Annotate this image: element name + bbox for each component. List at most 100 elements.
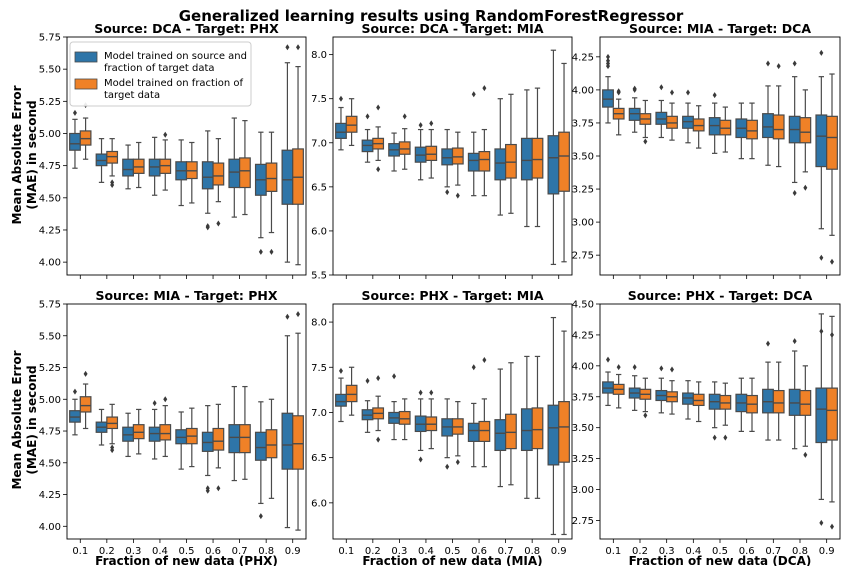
y-tick-label: 4.75 [39, 161, 61, 172]
y-tick-label: 5.50 [39, 65, 61, 76]
box-source-target-0.2 [361, 113, 374, 163]
outlier-point [482, 357, 487, 364]
outlier-point [83, 370, 88, 377]
outlier-point [803, 451, 808, 458]
box-target-only-0.4 [425, 120, 438, 179]
outlier-point [110, 179, 115, 186]
outlier-point [632, 85, 637, 92]
y-tick-label: 5.5 [311, 271, 327, 282]
y-tick-label: 3.50 [572, 152, 594, 163]
y-tick-label: 7.5 [311, 94, 327, 105]
outlier-point [819, 519, 824, 526]
x-tick-label: 0.4 [152, 546, 168, 557]
box-source-target-0.3 [388, 132, 400, 172]
outlier-point [766, 60, 770, 67]
panel-title: Source: PHX - Target: DCA [628, 288, 813, 303]
box-body [441, 148, 454, 166]
box-target-only-0.3 [398, 398, 411, 441]
y-tick-label: 4.25 [39, 225, 61, 236]
panel-title: Source: MIA - Target: PHX [95, 288, 277, 303]
panel-title: Source: DCA - Target: PHX [94, 21, 279, 36]
outlier-point [819, 254, 824, 261]
outlier-point [205, 485, 210, 492]
box-target-only-0.6 [478, 85, 491, 197]
box-target-only-0.3 [132, 408, 145, 455]
x-axis-label: Fraction of new data (MIA) [362, 554, 542, 566]
y-tick-label: 4.50 [39, 193, 61, 204]
outlier-point [296, 44, 301, 51]
box-source-target-0.9 [281, 44, 294, 263]
box-source-target-0.9 [281, 313, 294, 529]
outlier-point [792, 190, 797, 197]
box-source-target-0.5 [175, 139, 188, 207]
y-axis-label-top: Mean Absolute Error (MAE) in second [10, 85, 39, 224]
box-target-only-0.2 [106, 403, 119, 454]
box-target-only-0.2 [106, 138, 119, 188]
outlier-point [376, 375, 381, 382]
box-body [345, 384, 358, 403]
box-target-only-0.1 [612, 364, 625, 409]
panel-2: Source: DCA - Target: MIA 8.0 7.5 7.0 6.5 6.0… [311, 21, 573, 282]
box-source-target-0.8 [520, 355, 533, 499]
outlier-point [163, 396, 168, 403]
box-body [281, 149, 294, 205]
box-body [281, 412, 294, 470]
box-target-only-0.2 [639, 377, 652, 419]
y-tick-label: 4.25 [572, 330, 594, 341]
box-source-target-0.8 [254, 131, 267, 255]
y-axis-label-top-line2: (MAE) in second [25, 100, 39, 209]
outlier-point [830, 523, 834, 530]
box-body [239, 424, 251, 454]
box-target-only-0.4 [692, 381, 705, 423]
box-target-only-0.6 [746, 377, 758, 432]
y-tick-label: 5.00 [39, 129, 61, 140]
x-tick-label: 0.7 [498, 546, 514, 557]
box-target-only-0.1 [345, 98, 358, 147]
box-source-target-0.1 [335, 367, 347, 423]
outlier-point [163, 131, 168, 138]
box-target-only-0.5 [719, 106, 732, 153]
box-source-target-0.7 [494, 98, 507, 216]
box-body [815, 387, 828, 444]
panel-frame [332, 36, 573, 276]
y-tick-label: 6.5 [311, 182, 327, 193]
box-target-only-0.3 [666, 89, 678, 141]
box-target-only-0.6 [478, 357, 491, 468]
box-target-only-0.8 [531, 355, 544, 499]
box-source-target-0.9 [815, 313, 828, 526]
panel-frame [66, 303, 307, 540]
box-body [746, 119, 758, 140]
box-source-target-0.9 [547, 316, 560, 536]
box-body [239, 157, 251, 189]
y-tick-label: 3.25 [572, 454, 594, 465]
y-tick-label: 4.00 [572, 85, 594, 96]
x-tick-label: 0.1 [605, 546, 621, 557]
box-source-target-0.8 [788, 338, 801, 450]
box-source-target-0.2 [628, 364, 641, 411]
y-axis-label-top-line1: Mean Absolute Error [10, 85, 24, 224]
box-target-only-0.5 [185, 141, 198, 204]
x-tick-label: 0.6 [471, 546, 487, 557]
x-axis-label: Fraction of new data (DCA) [629, 554, 812, 566]
box-source-target-0.3 [655, 84, 668, 139]
outlier-point [418, 389, 423, 396]
y-tick-label: 4.00 [39, 522, 61, 533]
box-body [398, 410, 411, 425]
box-body [228, 158, 241, 189]
box-body [79, 396, 92, 413]
box-target-only-0.4 [425, 389, 438, 450]
outlier-point [455, 192, 460, 199]
box-target-only-0.7 [772, 361, 785, 441]
x-tick-label: 0.2 [99, 546, 115, 557]
outlier-point [632, 364, 637, 371]
box-body [494, 148, 507, 181]
box-body [69, 132, 81, 151]
x-tick-label: 0.7 [232, 546, 248, 557]
y-tick-label: 3.75 [572, 392, 594, 403]
outlier-point [418, 456, 423, 463]
box-body [212, 162, 225, 186]
x-tick-label: 0.1 [338, 546, 354, 557]
box-source-target-0.5 [708, 92, 721, 154]
box-body [478, 420, 491, 442]
box-body [531, 137, 544, 179]
